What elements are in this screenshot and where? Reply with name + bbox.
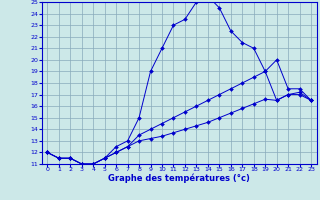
X-axis label: Graphe des températures (°c): Graphe des températures (°c): [108, 174, 250, 183]
